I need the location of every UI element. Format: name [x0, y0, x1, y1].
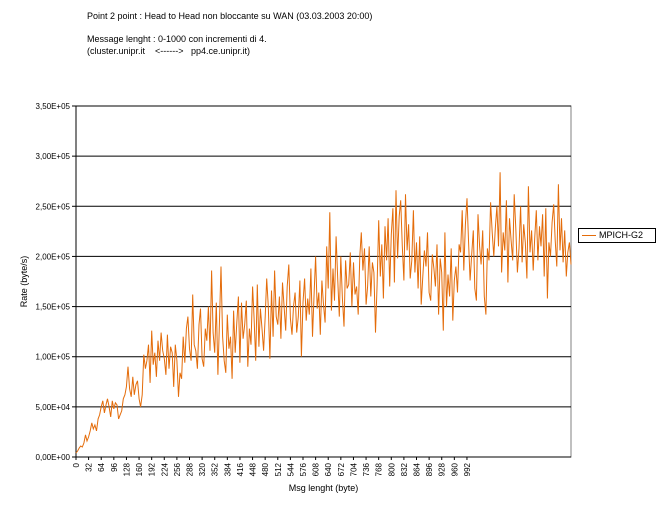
x-tick-label: 640	[324, 462, 333, 476]
y-tick-label: 5,00E+04	[36, 403, 71, 412]
x-tick-label: 832	[400, 462, 409, 476]
x-tick-label: 672	[337, 462, 346, 476]
series-line-mpich-g2	[75, 172, 572, 454]
plot-area	[75, 105, 572, 458]
chart-title: Point 2 point : Head to Head non bloccan…	[87, 11, 373, 21]
x-tick-label: 64	[97, 462, 106, 471]
legend-line-swatch	[582, 235, 596, 236]
x-tick-label: 160	[135, 462, 144, 476]
x-tick-label: 32	[85, 462, 94, 471]
y-tick-label: 2,50E+05	[36, 202, 71, 211]
x-tick-label: 128	[122, 462, 131, 476]
x-axis-ticks: 0 32 64 96 128 160 192 224 256 288 320 352 384 416 448…	[72, 457, 472, 476]
x-tick-label: 928	[438, 462, 447, 476]
x-tick-label: 736	[362, 462, 371, 476]
plot-background	[75, 105, 572, 458]
x-tick-label: 448	[249, 462, 258, 476]
x-tick-label: 320	[198, 462, 207, 476]
x-tick-label: 416	[236, 462, 245, 476]
x-tick-label: 864	[413, 462, 422, 476]
x-tick-label: 768	[375, 462, 384, 476]
x-tick-label: 960	[450, 462, 459, 476]
y-axis-label: Rate (byte/s)	[19, 256, 29, 308]
x-tick-label: 224	[160, 462, 169, 476]
legend-label: MPICH-G2	[599, 230, 644, 240]
x-tick-label: 608	[312, 462, 321, 476]
x-tick-label: 576	[299, 462, 308, 476]
y-tick-label: 3,50E+05	[36, 102, 71, 111]
y-tick-label: 1,00E+05	[36, 353, 71, 362]
y-axis-ticks: 0,00E+00 5,00E+04 1,00E+05 1,50E+05 2,00E+05…	[36, 102, 76, 462]
x-tick-label: 512	[274, 462, 283, 476]
x-tick-label: 480	[261, 462, 270, 476]
y-tick-label: 3,00E+05	[36, 152, 71, 161]
y-tick-label: 1,50E+05	[36, 303, 71, 312]
legend: MPICH-G2	[578, 228, 656, 243]
y-tick-label: 0,00E+00	[36, 453, 71, 462]
x-tick-label: 896	[425, 462, 434, 476]
x-tick-label: 256	[173, 462, 182, 476]
x-tick-label: 704	[349, 462, 358, 476]
x-tick-label: 544	[286, 462, 295, 476]
x-tick-label: 0	[72, 462, 81, 467]
x-tick-label: 352	[211, 462, 220, 476]
chart-subtitle-hosts: (cluster.unipr.it <------> pp4.ce.unipr.…	[87, 46, 251, 56]
x-tick-label: 992	[463, 462, 472, 476]
chart-subtitle-message-length: Message lenght : 0-1000 con incrementi d…	[87, 34, 267, 44]
x-tick-label: 192	[148, 462, 157, 476]
x-tick-label: 288	[186, 462, 195, 476]
x-axis-label: Msg lenght (byte)	[289, 483, 359, 493]
x-tick-label: 96	[110, 462, 119, 471]
x-tick-label: 384	[223, 462, 232, 476]
x-tick-label: 800	[387, 462, 396, 476]
y-tick-label: 2,00E+05	[36, 252, 71, 261]
